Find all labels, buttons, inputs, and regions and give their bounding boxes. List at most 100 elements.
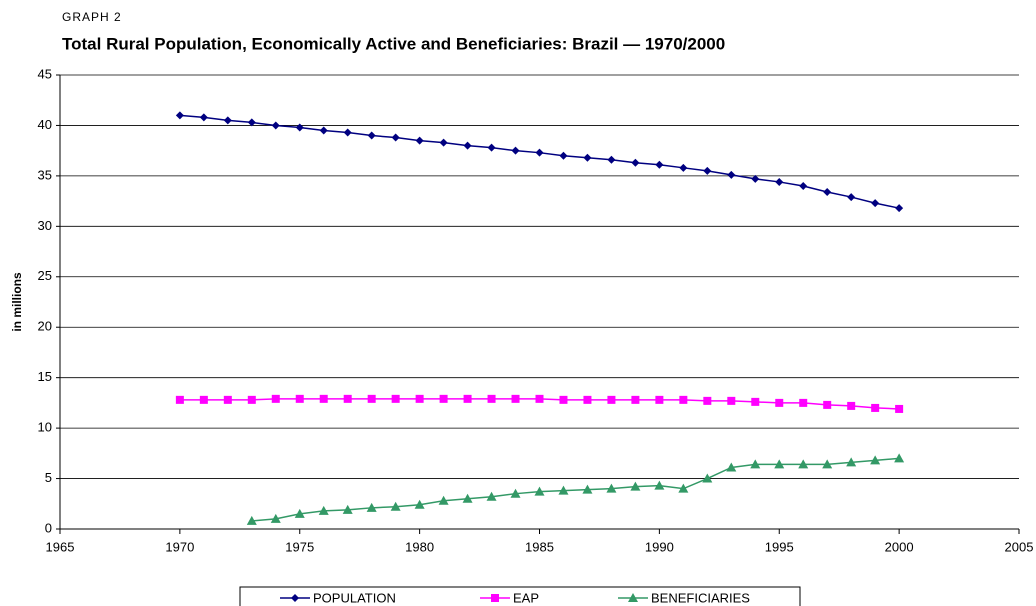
data-point (871, 403, 880, 412)
data-point (583, 395, 592, 404)
y-tick-label: 5 (45, 470, 52, 485)
data-point (343, 128, 352, 137)
data-point (751, 397, 760, 406)
legend-marker (628, 593, 638, 602)
x-tick-label: 1975 (285, 539, 314, 554)
data-point (847, 401, 856, 410)
data-point (294, 508, 305, 518)
data-point (199, 395, 208, 404)
data-point (822, 459, 833, 469)
data-point (798, 459, 809, 469)
x-tick-label: 1985 (525, 539, 554, 554)
y-tick-label: 15 (38, 369, 52, 384)
data-point (799, 181, 808, 190)
data-point (655, 160, 664, 169)
data-point (511, 394, 520, 403)
data-point (415, 394, 424, 403)
data-point (703, 166, 712, 175)
data-point (439, 138, 448, 147)
y-tick-label: 40 (38, 117, 52, 132)
data-point (271, 121, 280, 130)
legend-label: POPULATION (313, 590, 396, 605)
data-point (559, 151, 568, 160)
data-point (391, 394, 400, 403)
data-point (535, 394, 544, 403)
data-point (775, 398, 784, 407)
data-point (871, 199, 880, 208)
data-point (727, 170, 736, 179)
y-tick-label: 30 (38, 218, 52, 233)
legend-label: EAP (513, 590, 539, 605)
legend-label: BENEFICIARIES (651, 590, 750, 605)
data-point (319, 126, 328, 135)
y-tick-label: 25 (38, 268, 52, 283)
y-tick-label: 0 (45, 520, 52, 535)
data-point (175, 395, 184, 404)
data-point (223, 116, 232, 125)
data-point (535, 148, 544, 157)
data-point (391, 133, 400, 142)
y-axis-label: in millions (10, 272, 24, 332)
data-point (607, 155, 616, 164)
data-point (702, 473, 713, 483)
data-point (487, 143, 496, 152)
data-point (607, 395, 616, 404)
data-point (630, 481, 641, 491)
data-point (367, 394, 376, 403)
y-tick-label: 20 (38, 319, 52, 334)
data-point (847, 193, 856, 202)
data-point (823, 188, 832, 197)
data-point (726, 462, 737, 472)
data-point (175, 111, 184, 120)
data-point (439, 394, 448, 403)
data-point (655, 395, 664, 404)
data-point (678, 483, 689, 493)
data-point (366, 502, 377, 512)
data-point (487, 394, 496, 403)
data-point (486, 491, 497, 501)
data-point (534, 486, 545, 496)
legend-marker (291, 594, 299, 602)
data-point (558, 485, 569, 495)
data-point (775, 177, 784, 186)
data-point (438, 495, 449, 505)
series-line (251, 457, 900, 522)
data-point (895, 204, 904, 213)
data-point (606, 483, 617, 493)
y-tick-label: 10 (38, 420, 52, 435)
y-tick-label: 45 (38, 66, 52, 81)
data-point (511, 146, 520, 155)
data-point (462, 493, 473, 503)
data-point (367, 131, 376, 140)
data-point (582, 484, 593, 494)
kicker: GRAPH 2 (62, 10, 122, 24)
x-tick-label: 1995 (765, 539, 794, 554)
data-point (295, 394, 304, 403)
legend-box (239, 586, 801, 606)
data-point (751, 174, 760, 183)
data-point (246, 515, 257, 525)
data-point (510, 488, 521, 498)
data-point (247, 395, 256, 404)
data-point (895, 404, 904, 413)
x-tick-label: 1990 (645, 539, 674, 554)
data-point (247, 118, 256, 127)
data-point (703, 396, 712, 405)
data-point (631, 395, 640, 404)
data-point (295, 123, 304, 132)
data-point (727, 396, 736, 405)
data-point (679, 395, 688, 404)
data-point (223, 395, 232, 404)
x-tick-label: 1970 (165, 539, 194, 554)
data-point (390, 501, 401, 511)
data-point (342, 504, 353, 514)
data-point (318, 505, 329, 515)
legend-marker (491, 594, 499, 602)
data-point (463, 394, 472, 403)
data-point (271, 394, 280, 403)
data-point (583, 153, 592, 162)
x-tick-label: 2000 (885, 539, 914, 554)
y-tick-label: 35 (38, 167, 52, 182)
data-point (414, 499, 425, 509)
